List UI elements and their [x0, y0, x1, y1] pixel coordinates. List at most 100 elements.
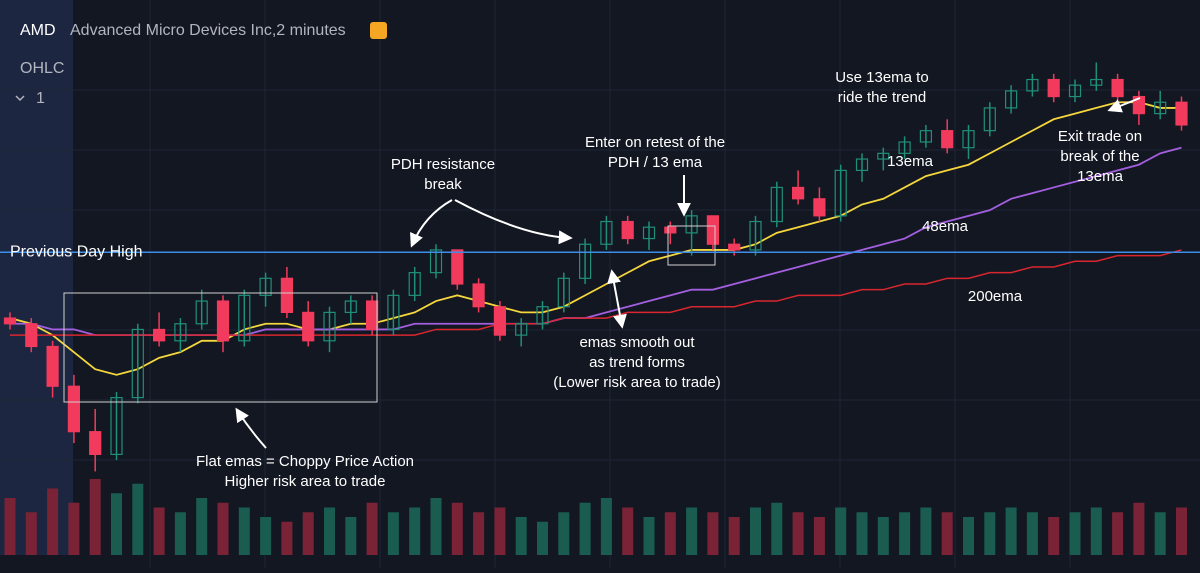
volume-bar	[430, 498, 442, 555]
volume-bar	[153, 507, 165, 555]
candle-body	[387, 294, 400, 331]
volume-bar	[664, 512, 676, 555]
candle-body	[429, 249, 443, 274]
ema-label: 48ema	[922, 218, 969, 235]
annotation: PDH resistance	[391, 156, 495, 173]
candle-body	[493, 306, 506, 336]
volume-bar	[451, 502, 463, 555]
candle-body	[216, 300, 230, 342]
candle-body	[25, 323, 38, 348]
session-shade	[0, 0, 73, 555]
candle-body	[600, 220, 613, 245]
annotation: Use 13ema to	[835, 69, 928, 86]
annotation: PDH / 13 ema	[608, 154, 703, 171]
annotation: Flat emas = Choppy Price Action	[196, 453, 414, 470]
volume-bar	[324, 507, 335, 555]
volume-bar	[1133, 502, 1145, 555]
volume-bar	[68, 502, 80, 555]
volume-bar	[132, 483, 144, 555]
volume-bar	[1005, 507, 1017, 555]
candle-body	[877, 152, 890, 160]
candle-body	[1154, 101, 1167, 115]
candle-body	[536, 306, 549, 325]
candle-body	[451, 249, 464, 285]
volume-bar	[579, 502, 591, 555]
candle-body	[557, 277, 570, 308]
volume-bar	[1112, 512, 1124, 555]
volume-bar	[835, 507, 847, 555]
ema-line	[9, 101, 1182, 376]
collapse-icon[interactable]	[15, 95, 25, 102]
candle-body	[685, 215, 698, 234]
arrows	[235, 97, 1141, 449]
candle-body	[770, 186, 783, 223]
volume-bar	[771, 502, 783, 555]
candle-body	[110, 397, 123, 456]
candle-body	[46, 345, 59, 387]
symbol: AMD	[20, 22, 56, 39]
volume-bar	[387, 512, 399, 555]
volume-bar	[196, 498, 208, 555]
candle-body	[749, 220, 762, 251]
candle-body	[323, 311, 336, 342]
volume	[4, 479, 1187, 555]
annotation: emas smooth out	[579, 334, 695, 351]
candle-body	[1004, 90, 1018, 109]
annotation: (Lower risk area to trade)	[553, 374, 721, 391]
volume-bar	[366, 502, 378, 555]
candle-body	[1132, 95, 1146, 115]
candle-body	[813, 198, 826, 217]
candle-body	[515, 323, 528, 336]
volume-bar	[1026, 512, 1038, 555]
candle-body	[472, 283, 485, 308]
volume-bar	[515, 517, 527, 555]
candle-body	[89, 431, 102, 455]
volume-bar	[856, 512, 868, 555]
volume-bar	[899, 512, 911, 555]
volume-bar	[494, 507, 506, 555]
candle-body	[834, 169, 847, 217]
volume-bar	[302, 512, 314, 555]
ema-lines	[9, 101, 1182, 376]
volume-bar	[600, 498, 612, 555]
volume-bar	[707, 512, 719, 555]
volume-bar	[238, 507, 250, 555]
candle-body	[344, 300, 357, 314]
volume-bar	[941, 512, 953, 555]
candle-body	[728, 243, 741, 251]
candle-body	[706, 215, 720, 245]
candle-body	[664, 226, 677, 234]
candle-body	[67, 385, 81, 433]
candle-body	[195, 300, 208, 325]
candle-body	[791, 186, 805, 200]
volume-bar	[813, 517, 825, 555]
badge[interactable]	[370, 22, 387, 39]
volume-bar	[345, 517, 357, 555]
volume-bar	[1069, 512, 1081, 555]
volume-bar	[4, 498, 16, 555]
candle-body	[962, 130, 975, 149]
annotation: ride the trend	[838, 89, 926, 106]
volume-bar	[473, 512, 485, 555]
candle-body	[1068, 84, 1082, 98]
annotation: as trend forms	[589, 354, 685, 371]
candle-body	[1047, 78, 1060, 98]
volume-bar	[728, 517, 740, 555]
annotation: break of the	[1060, 148, 1139, 165]
candle-body	[898, 141, 911, 154]
volume-bar	[750, 507, 761, 555]
volume-bar	[1048, 517, 1060, 555]
candle-body	[855, 158, 869, 171]
volume-bar	[1090, 507, 1102, 555]
candle-body	[259, 277, 272, 296]
pdh-label: Previous Day High	[10, 243, 143, 260]
volume-bar	[260, 517, 272, 555]
candle-body	[238, 294, 251, 342]
volume-bar	[89, 479, 101, 555]
volume-bar	[792, 512, 804, 555]
candle-body	[302, 311, 315, 342]
